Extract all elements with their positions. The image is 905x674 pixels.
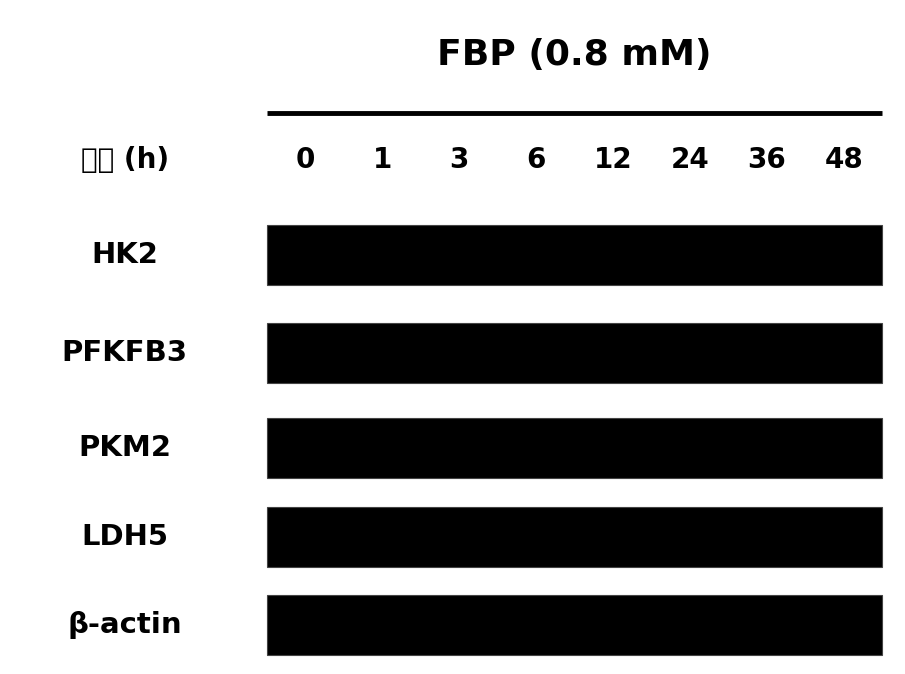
Text: 3: 3 [450,146,469,175]
Text: LDH5: LDH5 [81,523,168,551]
Text: 12: 12 [594,146,633,175]
Text: FBP (0.8 mM): FBP (0.8 mM) [437,38,712,72]
Text: 6: 6 [527,146,546,175]
Bar [267,508,882,567]
Text: 1: 1 [373,146,392,175]
Bar [267,419,882,478]
Bar [267,225,882,284]
Text: HK2: HK2 [91,241,158,269]
Text: PFKFB3: PFKFB3 [62,339,188,367]
Bar [267,324,882,383]
Text: 36: 36 [748,146,786,175]
Text: 48: 48 [824,146,863,175]
Text: 时间 (h): 时间 (h) [81,146,169,175]
Text: β-actin: β-actin [68,611,182,639]
Bar [267,595,882,654]
Text: 0: 0 [296,146,315,175]
Text: 24: 24 [671,146,710,175]
Text: PKM2: PKM2 [79,434,171,462]
